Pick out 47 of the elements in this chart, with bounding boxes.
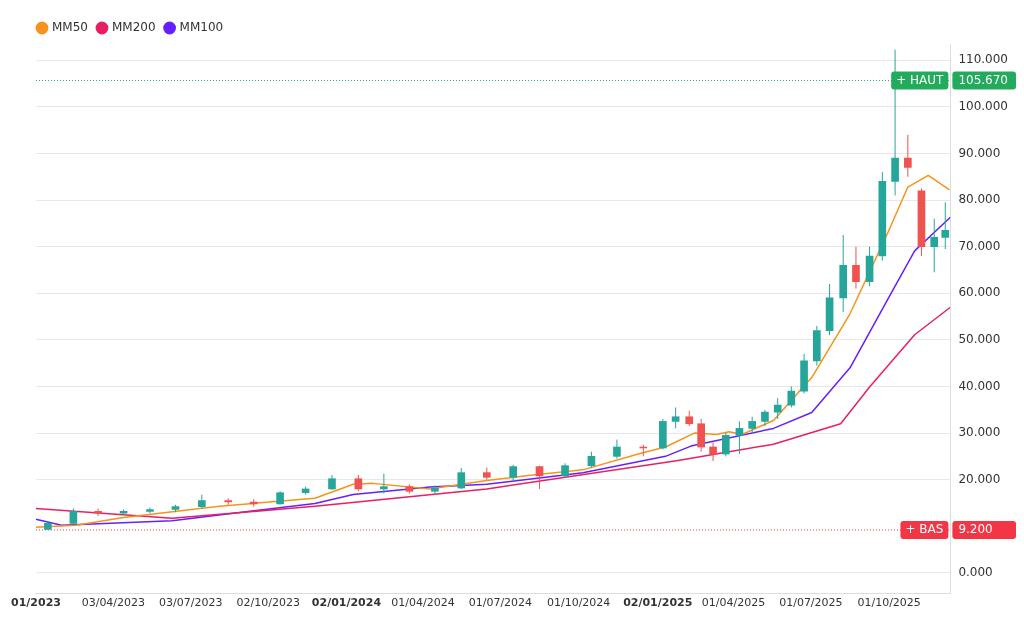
x-tick-label: 01/07/2025 [779, 596, 843, 610]
x-tick-label: 02/01/2025 [623, 596, 693, 610]
candlestick [930, 218, 939, 273]
candlestick [852, 246, 860, 290]
x-tick-label: 01/10/2024 [546, 596, 611, 610]
x-tick-label: 02/01/2024 [311, 596, 382, 610]
y-tick-label: 0.000 [958, 564, 993, 579]
ref-line-label: + HAUT [896, 72, 945, 87]
ref-line-label: + BAS [905, 522, 944, 537]
y-tick-label: 70.000 [958, 238, 1001, 253]
x-tick-label: 01/2023 [10, 596, 61, 610]
x-tick-label: 01/04/2024 [391, 596, 455, 610]
x-tick-label: 01/07/2024 [468, 596, 533, 610]
candlestick [773, 397, 782, 420]
candlestick [904, 134, 912, 178]
y-tick-label: 50.000 [958, 331, 1001, 346]
candlestick [735, 420, 744, 455]
y-tick-label: 110.000 [958, 52, 1008, 67]
candlestick [787, 385, 796, 408]
y-tick-label: 90.000 [958, 145, 1001, 160]
y-tick-label: 30.000 [958, 425, 1001, 440]
x-tick-label: 03/07/2023 [159, 596, 223, 610]
y-tick-label: 105.670 [958, 72, 1008, 87]
candlestick [721, 432, 730, 457]
candlestick [457, 467, 466, 490]
y-tick-label: 40.000 [958, 378, 1001, 393]
legend-label: MM50 [52, 20, 88, 35]
candlestick [671, 406, 680, 429]
x-tick-label: 01/10/2025 [857, 596, 921, 610]
legend-label: MM200 [111, 20, 156, 35]
y-tick-label: 60.000 [958, 285, 1001, 300]
candlestick [941, 201, 950, 250]
x-tick-label: 03/04/2023 [81, 596, 146, 610]
x-tick-label: 01/04/2025 [701, 596, 766, 610]
legend-label: MM100 [179, 20, 224, 35]
y-tick-label: 9.200 [958, 522, 993, 537]
candlestick [697, 418, 705, 453]
y-tick-label: 100.000 [958, 99, 1008, 114]
candlestick [709, 441, 717, 462]
y-tick-label: 20.000 [958, 471, 1001, 486]
x-tick-label: 02/10/2023 [236, 596, 300, 610]
candlestick [94, 508, 102, 517]
y-tick-label: 80.000 [958, 192, 1001, 207]
candlestick [891, 49, 899, 196]
candlestick [431, 484, 439, 495]
candlestick [380, 473, 388, 495]
candlestick [613, 439, 621, 460]
